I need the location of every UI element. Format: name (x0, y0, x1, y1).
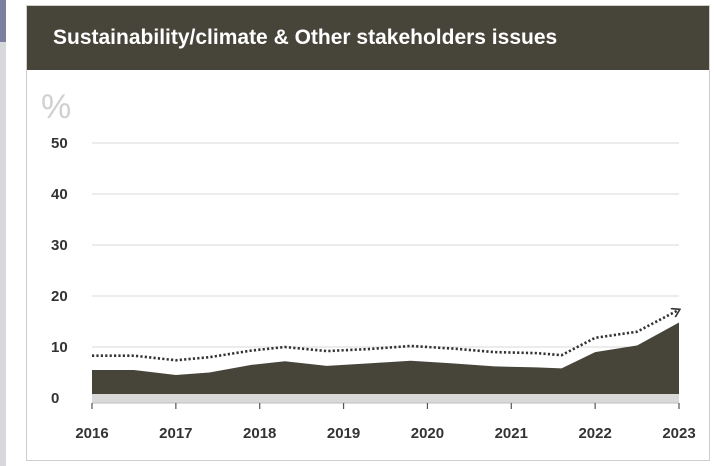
chart-svg: % 0 10 20 30 40 50 2016 2017 2018 2019 2020 2021 2022… (41, 88, 696, 442)
x-tick-label: 2017 (159, 425, 192, 442)
area-series (92, 322, 679, 394)
x-tick-label: 2022 (578, 425, 611, 442)
chart-title: Sustainability/climate & Other stakehold… (53, 26, 558, 49)
left-sidebar-accent (0, 0, 6, 42)
y-tick-label: 20 (51, 288, 68, 305)
x-tick-label: 2021 (495, 425, 528, 442)
card-header: Sustainability/climate & Other stakehold… (27, 6, 709, 70)
chart-card: Sustainability/climate & Other stakehold… (26, 5, 710, 461)
x-tick-label: 2016 (75, 425, 108, 442)
x-tick-label: 2020 (411, 425, 444, 442)
left-sidebar-strip (0, 0, 6, 466)
y-tick-label: 50 (51, 135, 68, 152)
y-tick-label: 10 (51, 339, 68, 356)
x-tick-label: 2023 (662, 425, 695, 442)
y-tick-label: 0 (51, 390, 59, 407)
dotted-line-series (92, 310, 679, 362)
x-tick-label: 2019 (327, 425, 360, 442)
baseline-band (92, 394, 679, 403)
y-unit-label: % (41, 88, 71, 126)
y-tick-label: 40 (51, 186, 68, 203)
x-tick-label: 2018 (243, 425, 276, 442)
y-tick-label: 30 (51, 237, 68, 254)
